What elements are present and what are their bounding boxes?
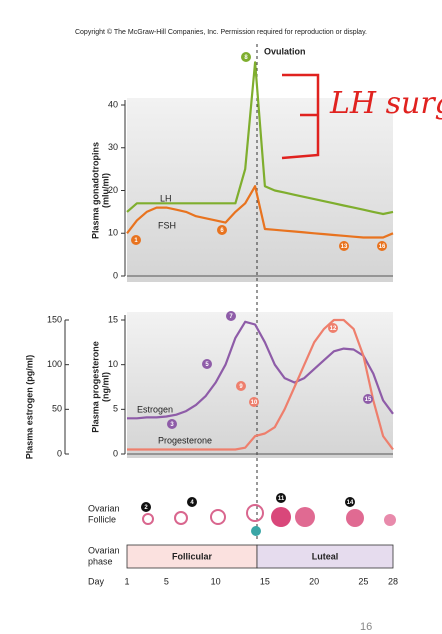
callout-number: 14 <box>347 500 354 506</box>
y2-axis-label: Plasma estrogen (pg/ml) <box>24 355 34 460</box>
y2-tick-label: 0 <box>57 448 62 458</box>
callout-badge <box>217 225 227 235</box>
callout-number: 4 <box>190 500 194 506</box>
handwritten-annotation: LH surge <box>329 86 442 121</box>
callout-number: 7 <box>229 314 233 320</box>
callout-number: 8 <box>244 55 248 61</box>
y-tick-label: 5 <box>113 404 118 414</box>
handwriting-bracket <box>281 73 320 160</box>
y2-tick-label: 50 <box>52 404 62 414</box>
y-tick-label: 15 <box>108 314 118 324</box>
callout-badge <box>249 397 259 407</box>
callout-badge <box>363 394 373 404</box>
callout-badge <box>276 493 286 503</box>
callout-badge <box>328 323 338 333</box>
corpus <box>271 507 291 527</box>
day-tick-label: 1 <box>124 576 129 586</box>
day-tick-label: 5 <box>164 576 169 586</box>
y-tick-label: 40 <box>108 99 118 109</box>
y-axis-label: Plasma progesterone <box>90 341 100 433</box>
callout-number: 12 <box>330 326 337 332</box>
y-tick-label: 10 <box>108 228 118 238</box>
callout-badge <box>131 235 141 245</box>
callout-number: 15 <box>365 397 372 403</box>
y-tick-label: 10 <box>108 359 118 369</box>
callout-badge <box>241 52 251 62</box>
y2-tick-label: 150 <box>47 314 62 324</box>
callout-badge <box>377 241 387 251</box>
day-label: Day <box>88 576 105 586</box>
series-line <box>126 185 394 239</box>
follicle-label: Ovarian <box>88 503 120 513</box>
ovum <box>251 526 261 536</box>
follicles <box>142 504 264 525</box>
series-name: Estrogen <box>137 404 173 414</box>
callout-badge <box>141 502 151 512</box>
callout-badge <box>226 311 236 321</box>
y-tick-label: 0 <box>113 270 118 280</box>
day-tick-label: 10 <box>211 576 221 586</box>
y-tick-label: 0 <box>113 448 118 458</box>
corpus <box>346 509 364 527</box>
corpus <box>295 507 315 527</box>
day-tick-label: 20 <box>309 576 319 586</box>
callout-number: 5 <box>205 362 209 368</box>
corpus <box>384 514 396 526</box>
phase-luteal <box>256 544 394 569</box>
callout-badge <box>236 381 246 391</box>
series-line <box>126 61 394 216</box>
phase-label: Ovarian <box>88 545 120 555</box>
series-line <box>127 318 394 451</box>
series-name: LH <box>160 193 172 203</box>
series-line <box>127 320 394 420</box>
day-tick-label: 25 <box>358 576 368 586</box>
callout-number: 10 <box>251 400 258 406</box>
y-tick-label: 20 <box>108 185 118 195</box>
phase-name: Follicular <box>172 551 213 561</box>
day-tick-label: 28 <box>388 576 398 586</box>
phase-name: Luteal <box>312 551 339 561</box>
callout-badge <box>345 497 355 507</box>
callout-badge <box>167 419 177 429</box>
callout-badge <box>339 241 349 251</box>
y-axis-label: Plasma gonadotropins <box>90 142 100 239</box>
series-name: Progesterone <box>158 435 212 445</box>
copyright: Copyright © The McGraw-Hill Companies, I… <box>75 28 367 36</box>
callout-number: 1 <box>134 238 138 244</box>
page-number: 16 <box>360 621 372 633</box>
callout-number: 11 <box>278 496 285 502</box>
callout-number: 6 <box>220 228 224 234</box>
day-tick-label: 15 <box>260 576 270 586</box>
callout-number: 3 <box>170 422 174 428</box>
phase-label: phase <box>88 556 113 566</box>
y2-tick-label: 100 <box>47 359 62 369</box>
y-axis-label: (mlu/ml) <box>100 173 110 208</box>
series-name: FSH <box>158 220 176 230</box>
callout-number: 2 <box>144 505 148 511</box>
y-axis-label: (ng/ml) <box>100 372 110 402</box>
y-tick-label: 30 <box>108 142 118 152</box>
callout-badge <box>202 359 212 369</box>
callout-number: 13 <box>341 244 348 250</box>
callout-badge <box>187 497 197 507</box>
callout-number: 16 <box>379 244 386 250</box>
follicle-label: Follicle <box>88 514 116 524</box>
ovulation-label: Ovulation <box>264 46 306 56</box>
callout-number: 9 <box>239 384 243 390</box>
